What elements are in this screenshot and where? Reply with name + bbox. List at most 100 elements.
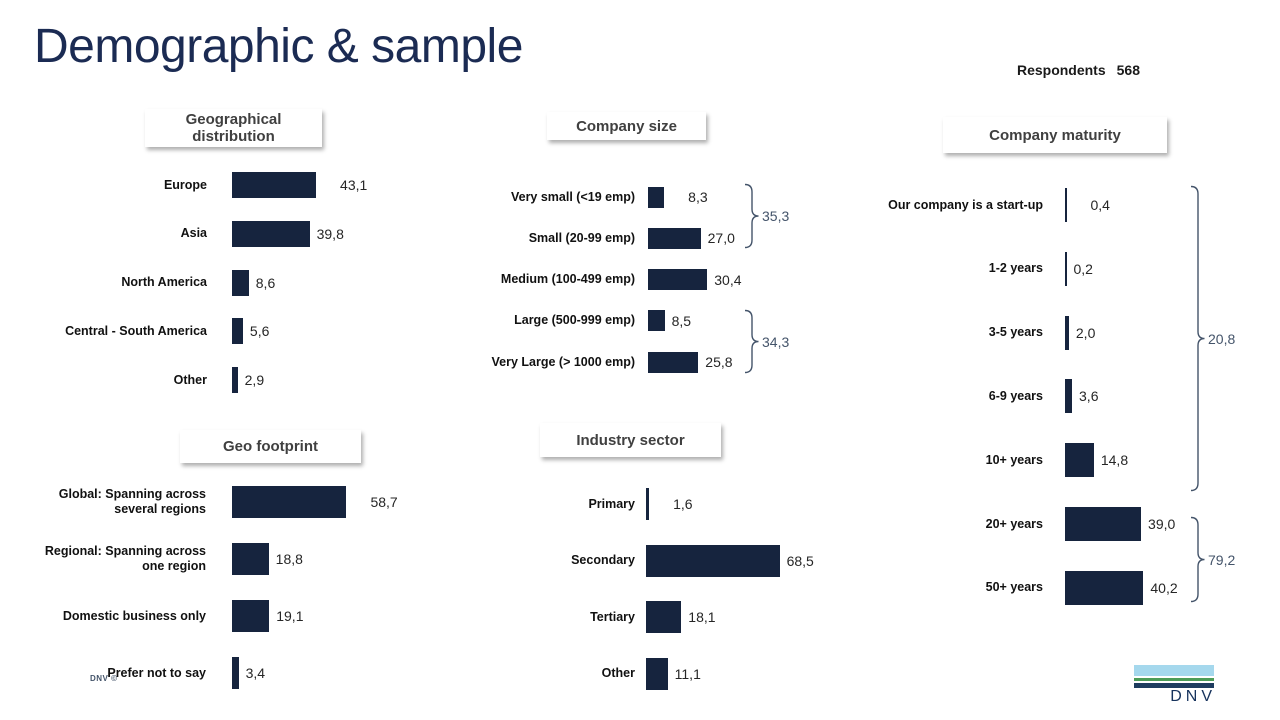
bar-value: 8,6 (255, 274, 276, 291)
bar (648, 227, 701, 249)
respondents-label: Respondents (1016, 62, 1106, 78)
bar-label: Prefer not to say (107, 665, 206, 680)
bar-label: Very small (<19 emp) (510, 189, 635, 204)
bar (646, 601, 682, 633)
bar-value: 0,2 (1073, 260, 1093, 277)
bar-label: Other (173, 372, 207, 387)
bar-value: 68,5 (786, 552, 814, 569)
bar-value: 25,8 (705, 354, 733, 371)
bar (232, 486, 347, 518)
bar-label: 3-5 years (988, 325, 1043, 340)
bar-label: Domestic business only (62, 608, 206, 623)
bar (232, 543, 269, 575)
bracket-brace-icon (744, 183, 759, 249)
chart-header-industry-sector: Industry sector (540, 423, 721, 457)
bar-value: 39,8 (316, 225, 344, 242)
bar-label: Large (500-999 emp) (514, 313, 635, 328)
bar (1065, 315, 1069, 350)
dnv-logo: DNV (1134, 665, 1214, 705)
bar (1065, 570, 1144, 605)
bar-value: 40,2 (1150, 579, 1178, 596)
bracket-brace-icon (744, 309, 759, 374)
bar-label: Europe (163, 177, 207, 192)
bar (232, 269, 249, 296)
bar-label: Global: Spanning across several regions (58, 487, 206, 516)
bar (646, 488, 650, 520)
logo-text: DNV (1170, 688, 1216, 705)
chart-header-company-size: Company size (547, 112, 706, 140)
bracket-value: 34,3 (762, 333, 790, 350)
bracket-value: 79,2 (1208, 551, 1236, 568)
bar-label: North America (121, 275, 207, 290)
bar-value: 19,1 (276, 608, 304, 624)
bracket-value: 20,8 (1208, 330, 1236, 347)
bar-value: 5,6 (249, 323, 270, 340)
bar-label: 6-9 years (988, 388, 1043, 403)
bar-label: Primary (588, 496, 635, 511)
bar-value: 58,7 (370, 494, 398, 510)
bar-label: Central - South America (65, 323, 207, 338)
bar-value: 8,5 (671, 312, 692, 329)
respondents-value: 568 (1116, 62, 1140, 78)
bar-value: 1,6 (673, 496, 693, 512)
bracket-value: 35,3 (762, 208, 790, 224)
bar-value: 3,6 (1079, 388, 1099, 405)
bar-value: 18,1 (688, 609, 716, 625)
bar (232, 600, 270, 632)
bar-label: Tertiary (590, 609, 635, 624)
bar-label: 10+ years (985, 452, 1043, 467)
bar (1065, 251, 1067, 286)
bar (232, 657, 239, 689)
bar-value: 43,1 (340, 177, 368, 193)
bar (646, 544, 780, 577)
bar-value: 18,8 (275, 551, 303, 567)
bar-value: 30,4 (714, 271, 742, 288)
bar (232, 318, 243, 345)
bar (648, 186, 665, 208)
bar-value: 0,4 (1090, 197, 1110, 213)
bar-value: 11,1 (674, 665, 701, 682)
chart-header-geo-footprint: Geo footprint (180, 430, 361, 463)
bar-label: Medium (100-499 emp) (500, 272, 635, 287)
bar (1065, 379, 1073, 414)
bar-label: Very Large (> 1000 emp) (491, 354, 635, 369)
bar (232, 367, 238, 394)
bar-label: 20+ years (985, 516, 1043, 531)
bar-value: 2,0 (1075, 324, 1096, 341)
bar-label: Small (20-99 emp) (528, 230, 635, 245)
bar (648, 269, 708, 291)
bar (648, 310, 665, 332)
bar (232, 172, 317, 198)
bar-label: 50+ years (985, 580, 1043, 595)
logo-stripe-green-icon (1134, 677, 1214, 681)
bar-value: 27,0 (707, 230, 735, 247)
bar-value: 8,3 (688, 189, 708, 205)
logo-stripe-lightblue-icon (1134, 665, 1214, 676)
bar (1065, 443, 1094, 478)
bar-label: Asia (180, 226, 207, 241)
logo-stripe-navy-icon (1134, 682, 1214, 688)
bar (1065, 507, 1142, 541)
bar-label: Secondary (571, 553, 635, 567)
bar (1065, 188, 1067, 222)
bracket-brace-icon (1190, 185, 1205, 492)
chart-header-company-maturity: Company maturity (943, 117, 1167, 153)
bar-label: Other (601, 666, 635, 680)
bar-value: 14,8 (1100, 452, 1129, 469)
chart-header-geographical-distribution: Geographical distribution (145, 109, 322, 147)
bar-label: 1-2 years (988, 261, 1043, 276)
footer-copyright: DNV © (90, 674, 118, 683)
bar (232, 220, 310, 247)
bar-value: 2,9 (244, 372, 265, 389)
bar-label: Our company is a start-up (888, 197, 1043, 212)
bar-label: Regional: Spanning across one region (44, 544, 206, 573)
respondents-count: Respondents 568 (1017, 62, 1140, 78)
bar-value: 39,0 (1148, 516, 1176, 532)
page-title: Demographic & sample (34, 20, 523, 73)
bar-value: 3,4 (245, 665, 266, 681)
bar (648, 351, 699, 373)
bracket-brace-icon (1190, 516, 1205, 603)
bar (646, 657, 668, 690)
